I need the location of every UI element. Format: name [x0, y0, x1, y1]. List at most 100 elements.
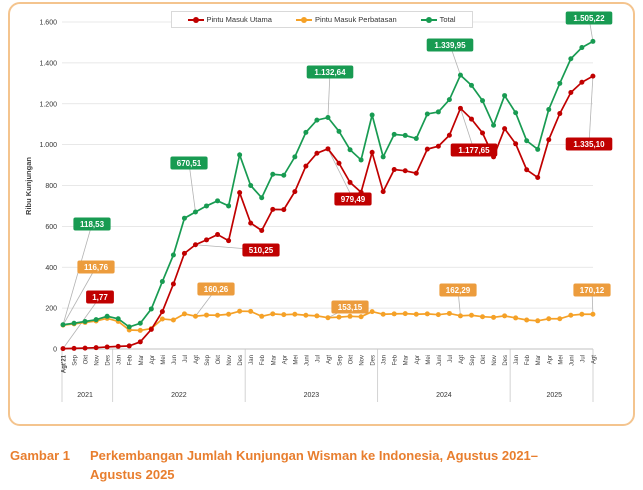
- y-axis-tick-labels: 0 200 400 600 800 1.000 1.200 1.400 1.600: [39, 20, 57, 354]
- svg-text:160,26: 160,26: [204, 285, 229, 294]
- svg-text:Agt: Agt: [459, 355, 465, 364]
- data-point: [248, 308, 254, 314]
- data-point: [535, 175, 541, 181]
- svg-text:1.177,65: 1.177,65: [458, 146, 490, 155]
- data-point: [446, 97, 452, 103]
- svg-text:Feb: Feb: [260, 354, 266, 365]
- data-point: [204, 203, 210, 209]
- svg-text:800: 800: [45, 183, 57, 190]
- svg-text:Apr: Apr: [282, 355, 288, 364]
- data-point: [259, 227, 265, 233]
- svg-text:1.600: 1.600: [39, 20, 57, 27]
- svg-text:Mar: Mar: [271, 355, 277, 365]
- data-point: [215, 198, 221, 204]
- data-point: [546, 106, 552, 112]
- data-point: [137, 339, 143, 345]
- svg-text:Jul: Jul: [580, 355, 586, 363]
- data-point: [380, 189, 386, 195]
- year-separators: [61, 349, 594, 402]
- data-point: [181, 250, 187, 256]
- data-point: [513, 141, 519, 147]
- svg-text:Jan: Jan: [514, 355, 520, 365]
- svg-text:Jan: Jan: [249, 355, 255, 365]
- data-point: [413, 170, 419, 176]
- data-point: [468, 312, 474, 318]
- svg-text:1.200: 1.200: [39, 101, 57, 108]
- data-point: [82, 345, 88, 351]
- series-total: [60, 38, 596, 330]
- svg-text:1.505,22: 1.505,22: [573, 14, 605, 23]
- orange-line-marker-icon: [295, 16, 312, 23]
- data-point: [347, 179, 353, 185]
- data-point: [457, 72, 463, 78]
- data-point: [314, 117, 320, 123]
- data-point: [491, 122, 497, 128]
- data-point: [303, 129, 309, 135]
- data-point: [204, 312, 210, 318]
- data-point: [424, 111, 430, 117]
- data-point: [557, 316, 563, 322]
- svg-text:1.132,64: 1.132,64: [314, 68, 346, 77]
- svg-text:Jun: Jun: [172, 355, 178, 365]
- svg-text:Nov: Nov: [492, 355, 498, 366]
- figure-caption-tag: Gambar 1: [10, 448, 70, 463]
- data-point: [259, 195, 265, 201]
- svg-text:Okt: Okt: [481, 355, 487, 365]
- svg-text:Des: Des: [106, 355, 112, 366]
- data-point: [402, 311, 408, 317]
- data-point: [281, 207, 287, 213]
- svg-text:Jul: Jul: [315, 355, 321, 363]
- data-point: [358, 314, 364, 320]
- data-point: [281, 312, 287, 318]
- data-point: [380, 154, 386, 160]
- svg-text:170,12: 170,12: [580, 286, 605, 295]
- svg-text:Agt: Agt: [591, 355, 597, 364]
- data-point: [259, 313, 265, 319]
- legend-label: Pintu Masuk Utama: [206, 15, 272, 24]
- data-point: [325, 146, 331, 152]
- data-point: [248, 220, 254, 226]
- data-point: [314, 313, 320, 319]
- data-point: [502, 93, 508, 99]
- svg-text:Feb: Feb: [128, 354, 134, 365]
- data-point: [402, 168, 408, 174]
- svg-text:Juni: Juni: [437, 355, 443, 366]
- legend-item-total: Total: [420, 15, 456, 24]
- svg-text:1.335,10: 1.335,10: [573, 140, 605, 149]
- data-point: [546, 316, 552, 322]
- data-point: [60, 346, 66, 352]
- svg-text:Nov: Nov: [95, 355, 101, 366]
- data-point: [347, 147, 353, 153]
- data-point: [204, 237, 210, 243]
- data-point: [579, 45, 585, 51]
- data-point: [446, 132, 452, 138]
- data-point: [424, 311, 430, 317]
- legend-label: Pintu Masuk Perbatasan: [314, 15, 397, 24]
- svg-text:Sep: Sep: [73, 354, 79, 365]
- data-point: [71, 320, 77, 326]
- data-point: [446, 310, 452, 316]
- svg-text:153,15: 153,15: [338, 303, 363, 312]
- svg-text:Mar: Mar: [536, 355, 542, 365]
- svg-text:979,49: 979,49: [341, 195, 366, 204]
- data-point: [568, 312, 574, 318]
- svg-text:2025: 2025: [546, 392, 562, 399]
- svg-text:Okt: Okt: [84, 355, 90, 365]
- svg-text:2023: 2023: [304, 392, 320, 399]
- svg-text:Mar: Mar: [139, 355, 145, 365]
- svg-text:Des: Des: [371, 355, 377, 366]
- data-point: [391, 131, 397, 137]
- data-point: [457, 313, 463, 319]
- data-point: [325, 315, 331, 321]
- data-point: [215, 312, 221, 318]
- data-point: [468, 82, 474, 88]
- data-point: [480, 130, 486, 136]
- data-point: [237, 190, 243, 196]
- data-point: [237, 308, 243, 314]
- data-point: [413, 311, 419, 317]
- svg-text:Sep: Sep: [338, 354, 344, 365]
- data-point: [82, 319, 88, 325]
- data-point: [181, 311, 187, 317]
- data-labels: 118,53 116,76 1,77 670,51 510,25 160,26 1.132,…: [73, 11, 613, 314]
- svg-text:Feb: Feb: [393, 354, 399, 365]
